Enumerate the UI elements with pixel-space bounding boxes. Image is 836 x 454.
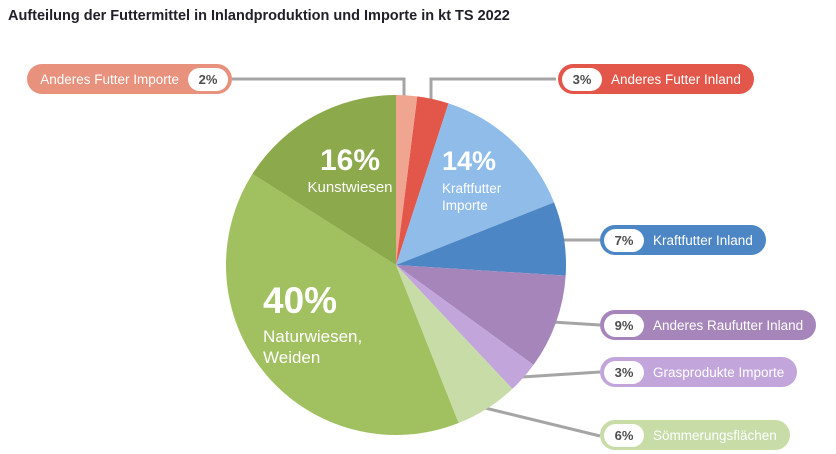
callout-label: Grasprodukte Importe (653, 364, 785, 380)
kunstwiesen-percent: 16% (319, 144, 381, 177)
callout-percent-badge: 3% (562, 67, 602, 91)
leader-line-anderes-raufutter-inland (551, 320, 601, 327)
callout-percent-badge: 2% (188, 67, 228, 91)
callout-label: Sömmerungsflächen (653, 427, 777, 443)
leader-line-anderes-futter-inland (429, 77, 556, 99)
inside-label-kunstwiesen: 16% Kunstwiesen (284, 146, 416, 198)
naturwiesen-label-line2: Weiden (263, 348, 321, 368)
callout-pill-soemmerungsflaechen: 6% Sömmerungsflächen (600, 420, 790, 450)
pie-slice-5-grasprodukte-importe (396, 265, 534, 389)
callout-label: Anderes Futter Importe (40, 71, 179, 87)
pie-slice-4-anderes-raufutter-inland (396, 265, 566, 365)
callout-pill-grasprodukte-importe: 3% Grasprodukte Importe (600, 357, 798, 387)
callout-percent-badge: 9% (604, 313, 644, 337)
leader-line-grasprodukte-importe (521, 370, 601, 379)
kraftfutter-importe-label-line1: Kraftfutter (442, 181, 502, 196)
leader-lines (232, 77, 601, 438)
callout-label: Kraftfutter Inland (653, 232, 753, 248)
naturwiesen-percent: 40% (263, 280, 338, 321)
callout-label: Anderes Raufutter Inland (653, 317, 804, 333)
callout-pill-anderes-futter-importe: Anderes Futter Importe 2% (27, 64, 232, 94)
inside-label-kraftfutter-importe: 14% Kraftfutter Importe (442, 148, 501, 215)
callout-pill-anderes-futter-inland: 3% Anderes Futter Inland (558, 64, 754, 94)
pie-slice-2-kraftfutter-importe (396, 103, 555, 265)
pie-slice-6-s-mmerungsfl-chen (396, 265, 513, 424)
kraftfutter-importe-percent: 14% (442, 146, 497, 176)
pie-slice-8-kunstwiesen (252, 95, 396, 265)
pie-slice-3-kraftfutter-inland (396, 202, 566, 276)
callout-label: Anderes Futter Inland (611, 71, 741, 87)
naturwiesen-label-line1: Naturwiesen, (263, 327, 363, 346)
leader-line-anderes-futter-importe (232, 77, 406, 99)
pie-slice-1-anderes-futter-inland (396, 96, 449, 265)
kunstwiesen-label: Kunstwiesen (307, 179, 393, 196)
pie-slice-7-naturwiesen-weiden (225, 173, 459, 435)
pie-slice-0-anderes-futter-importe (396, 95, 418, 265)
leader-line-soemmerungsflaechen (484, 406, 601, 438)
callout-percent-badge: 6% (604, 423, 644, 447)
callout-percent-badge: 3% (604, 360, 644, 384)
inside-label-naturwiesen: 40% Naturwiesen, Weiden (263, 282, 362, 369)
callout-pill-anderes-raufutter-inland: 9% Anderes Raufutter Inland (600, 310, 817, 340)
callout-pill-kraftfutter-inland: 7% Kraftfutter Inland (600, 225, 766, 255)
chart-title: Aufteilung der Futtermittel in Inlandpro… (8, 8, 510, 24)
callout-percent-badge: 7% (604, 228, 644, 252)
pie-slices (225, 95, 566, 435)
kraftfutter-importe-label-line2: Importe (442, 197, 488, 213)
